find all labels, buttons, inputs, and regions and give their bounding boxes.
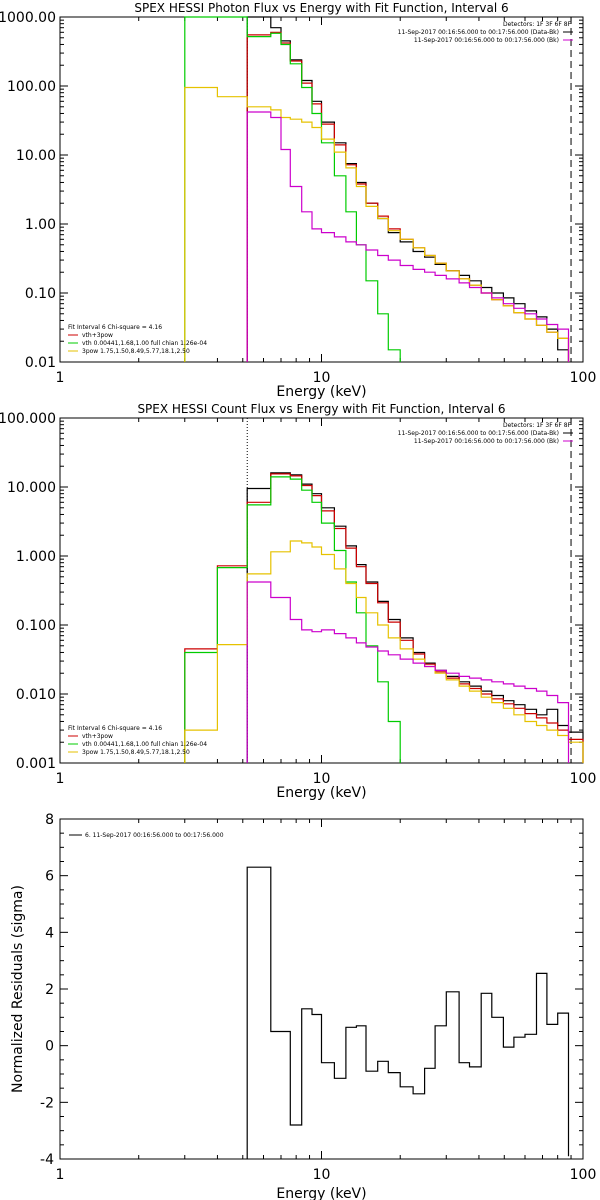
x-tick-label: 1	[56, 370, 65, 386]
series-line-bk	[246, 581, 570, 763]
time-range-label: 11-Sep-2017 00:16:56.000 to 00:17:56.000…	[414, 37, 559, 44]
y-tick-label: 0.001	[16, 756, 56, 772]
chart-title-0: SPEX HESSI Photon Flux vs Energy with Fi…	[134, 1, 508, 15]
y-tick-label: 100.000	[0, 411, 56, 427]
y-tick-label: 6	[45, 869, 54, 885]
y-tick-label: -2	[40, 1095, 54, 1111]
time-range-label: 11-Sep-2017 00:16:56.000 to 00:17:56.000…	[398, 430, 559, 437]
x-tick-label: 100	[570, 771, 597, 787]
y-axis-label-2: Normalized Residuals (sigma)	[10, 885, 26, 1093]
y-tick-label: -4	[40, 1152, 54, 1168]
x-tick-label: 10	[313, 771, 331, 787]
residual-legend-label: 6. 11-Sep-2017 00:16:56.000 to 00:17:56.…	[85, 832, 224, 839]
y-tick-label: 0	[45, 1039, 54, 1055]
x-axis-label-1: Energy (keV)	[276, 785, 366, 801]
fit-legend-label: Fit Interval 6 Chi-square = 4.16	[68, 725, 162, 732]
y-tick-label: 0.10	[25, 286, 56, 302]
y-tick-label: 0.010	[16, 687, 56, 703]
fit-legend-label: vth+3pow	[82, 733, 113, 740]
series-line-3pow	[184, 540, 584, 763]
fit-legend-label: 3pow 1.75,1.50,8.49,5.77,18.1,2.50	[82, 749, 190, 756]
x-tick-label: 100	[570, 370, 597, 386]
fit-legend-label: vth+3pow	[82, 332, 113, 339]
detectors-label: Detectors: 1F 3F 6F 8F	[503, 422, 572, 429]
detectors-label: Detectors: 1F 3F 6F 8F	[503, 21, 572, 28]
fit-legend-label: vth 0.00441,1.68,1.00 full chian 1.26e-0…	[82, 340, 207, 347]
chart-title-1: SPEX HESSI Count Flux vs Energy with Fit…	[137, 402, 505, 416]
plot-frame-0	[59, 16, 584, 363]
series-line-data-bk	[246, 16, 570, 362]
x-tick-label: 10	[313, 1167, 331, 1183]
x-tick-label: 10	[313, 370, 331, 386]
y-tick-label: 1.00	[25, 217, 56, 233]
time-range-label: 11-Sep-2017 00:16:56.000 to 00:17:56.000…	[414, 438, 559, 445]
y-tick-label: 8	[45, 812, 54, 828]
x-tick-label: 1	[56, 771, 65, 787]
series-line-6-11-sep-2017-00-16-56-000-to-00-17-56-000	[246, 866, 570, 1159]
plot-frame-1	[59, 417, 584, 764]
series-line-data-bk	[246, 472, 584, 763]
y-tick-label: 0.01	[25, 355, 56, 371]
plot-frame-2	[59, 818, 584, 1160]
series-line-bk	[246, 111, 570, 362]
time-range-label: 11-Sep-2017 00:16:56.000 to 00:17:56.000…	[398, 29, 559, 36]
y-tick-label: 100.00	[7, 79, 56, 95]
y-tick-label: 10.000	[7, 480, 56, 496]
x-axis-label-0: Energy (keV)	[276, 384, 366, 400]
x-axis-label-2: Energy (keV)	[276, 1186, 366, 1200]
series-line-vth	[184, 16, 401, 362]
y-tick-label: 10.00	[16, 148, 56, 164]
y-tick-label: 4	[45, 925, 54, 941]
fit-legend-label: vth 0.00441,1.68,1.00 full chian 1.26e-0…	[82, 741, 207, 748]
fit-legend-label: 3pow 1.75,1.50,8.49,5.77,18.1,2.50	[82, 348, 190, 355]
y-tick-label: 1.000	[16, 549, 56, 565]
series-line-vth	[184, 476, 401, 763]
series-line-3pow	[184, 86, 570, 362]
y-tick-label: 1000.00	[0, 10, 56, 26]
x-tick-label: 100	[570, 1167, 597, 1183]
y-tick-label: 0.100	[16, 618, 56, 634]
series-line-vth-3pow	[184, 473, 584, 763]
fit-legend-label: Fit Interval 6 Chi-square = 4.16	[68, 324, 162, 331]
x-tick-label: 1	[56, 1167, 65, 1183]
y-tick-label: 2	[45, 982, 54, 998]
